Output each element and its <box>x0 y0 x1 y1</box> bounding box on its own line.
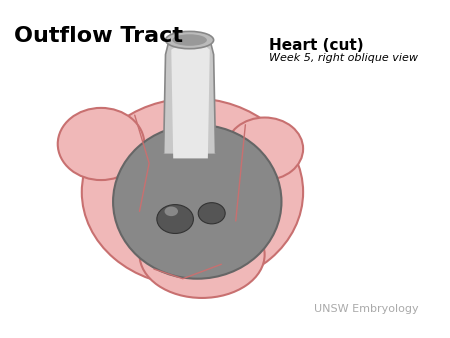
Ellipse shape <box>113 125 281 279</box>
Text: Week 5, right oblique view: Week 5, right oblique view <box>270 53 419 63</box>
Ellipse shape <box>82 98 303 286</box>
PathPatch shape <box>164 35 216 153</box>
Text: Heart (cut): Heart (cut) <box>270 38 364 53</box>
Ellipse shape <box>157 204 194 234</box>
Text: UNSW Embryology: UNSW Embryology <box>314 304 418 314</box>
Ellipse shape <box>226 118 303 180</box>
Ellipse shape <box>58 108 144 180</box>
Ellipse shape <box>198 203 225 224</box>
Ellipse shape <box>172 34 207 46</box>
Ellipse shape <box>165 207 178 216</box>
Ellipse shape <box>140 211 265 298</box>
PathPatch shape <box>171 37 210 159</box>
Ellipse shape <box>166 31 214 49</box>
Text: Outflow Tract: Outflow Tract <box>14 26 184 46</box>
